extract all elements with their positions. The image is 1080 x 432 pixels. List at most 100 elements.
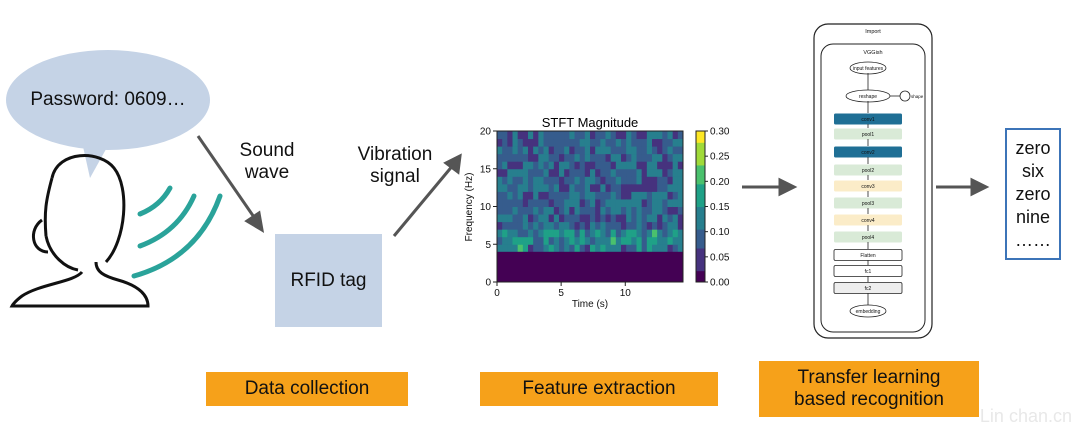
- heatmap-cell: [512, 146, 519, 155]
- heatmap-cell: [590, 131, 596, 140]
- heatmap-cell: [657, 236, 663, 245]
- heatmap-cell: [502, 198, 508, 207]
- heatmap-cell: [662, 138, 668, 147]
- colorbar-segment: [696, 153, 705, 158]
- heatmap-cell: [528, 229, 534, 238]
- heatmap-cell: [559, 236, 565, 245]
- heatmap-cell: [517, 146, 524, 155]
- heatmap-cell: [662, 176, 668, 185]
- heatmap-cell: [497, 176, 503, 185]
- heatmap-cell: [574, 198, 581, 207]
- heatmap-cell: [553, 191, 560, 200]
- heatmap-cell: [507, 229, 513, 238]
- heatmap-cell: [584, 229, 591, 238]
- heatmap-cell: [672, 191, 679, 200]
- heatmap-cell: [543, 244, 550, 253]
- heatmap-cell: [631, 131, 637, 140]
- heatmap-cell: [533, 206, 539, 215]
- heatmap-cell: [559, 229, 565, 238]
- heatmap-cell: [569, 229, 575, 238]
- heatmap-cell: [595, 183, 601, 192]
- heatmap-cell: [621, 229, 627, 238]
- heatmap-cell: [502, 146, 508, 155]
- heatmap-cell: [543, 161, 550, 170]
- heatmap-cell: [646, 146, 653, 155]
- arrow-rfid-to-chart: [392, 163, 456, 237]
- heatmap-cell: [610, 229, 617, 238]
- heatmap-cell: [615, 229, 622, 238]
- vgg-node-conv2: [834, 146, 902, 158]
- heatmap-cell: [652, 161, 658, 170]
- heatmap-cell: [677, 236, 684, 245]
- heatmap-cell: [569, 214, 575, 223]
- heatmap-cell: [584, 168, 591, 177]
- heatmap-cell: [517, 176, 524, 185]
- heatmap-cell: [564, 176, 570, 185]
- vgg-node-label: embedding: [856, 309, 881, 315]
- heatmap-cell: [677, 146, 684, 155]
- heatmap-cell: [584, 146, 591, 155]
- heatmap-cell: [657, 161, 663, 170]
- heatmap-cell: [631, 138, 637, 147]
- heatmap-cell: [662, 198, 668, 207]
- heatmap-cell: [657, 229, 663, 238]
- heatmap-cell: [564, 146, 570, 155]
- heatmap-cell: [553, 214, 560, 223]
- heatmap-cell: [652, 146, 658, 155]
- stage-feature-extraction: Feature extraction: [480, 372, 718, 406]
- heatmap-cell: [522, 191, 529, 200]
- output-word: zero: [1015, 183, 1051, 204]
- y-axis-label: Frequency (Hz): [464, 173, 475, 242]
- heatmap-cell: [569, 206, 575, 215]
- heatmap-cell: [512, 183, 519, 192]
- heatmap-cell: [636, 153, 643, 162]
- heatmap-cell: [646, 229, 653, 238]
- vgg-node-label: Flatten: [860, 253, 876, 259]
- heatmap-cell: [533, 236, 539, 245]
- vgg-node-label: pool4: [862, 235, 874, 241]
- heatmap-cell: [548, 146, 555, 155]
- y-tick-label: 5: [485, 240, 491, 251]
- heatmap-cell: [610, 138, 617, 147]
- heatmap-cell: [662, 221, 668, 230]
- colorbar-segment: [696, 164, 705, 170]
- heatmap-cell: [548, 153, 555, 162]
- heatmap-cell: [559, 244, 565, 253]
- heatmap-cell: [517, 153, 524, 162]
- colorbar-segment: [696, 217, 705, 223]
- arrow-head-3: [778, 177, 798, 197]
- heatmap-cell: [497, 183, 503, 192]
- watermark: Lin chan.cn: [979, 406, 1072, 426]
- heatmap-cell: [528, 236, 534, 245]
- heatmap-cell: [652, 229, 658, 238]
- heatmap-cell: [626, 214, 632, 223]
- heatmap-cell: [590, 176, 596, 185]
- heatmap-cell: [579, 153, 586, 162]
- vgg-node-conv4: [834, 214, 902, 226]
- heatmap-cell: [605, 244, 612, 253]
- heatmap-cell: [652, 191, 658, 200]
- rfid-tag-label: RFID tag: [290, 269, 367, 291]
- heatmap-cell: [636, 183, 643, 192]
- heatmap-cell: [584, 176, 591, 185]
- heatmap-cell: [590, 168, 596, 177]
- heatmap-cell: [662, 229, 668, 238]
- sound-wave-label: Sound wave: [239, 140, 295, 183]
- heatmap-cell: [605, 131, 612, 140]
- heatmap-cell: [553, 176, 560, 185]
- heatmap-cell: [528, 153, 534, 162]
- heatmap-cell: [590, 198, 596, 207]
- heatmap-cell: [667, 183, 674, 192]
- heatmap-cell: [621, 138, 627, 147]
- colorbar-segment: [696, 134, 705, 140]
- heatmap-cell: [615, 206, 622, 215]
- heatmap-cell: [553, 183, 560, 192]
- colorbar-segment: [696, 168, 705, 174]
- heatmap-cell: [579, 236, 586, 245]
- heatmap-cell: [517, 206, 524, 215]
- heatmap-cell: [646, 206, 653, 215]
- heatmap-cell: [507, 206, 513, 215]
- colorbar-segment: [696, 214, 705, 219]
- heatmap-cell: [533, 229, 539, 238]
